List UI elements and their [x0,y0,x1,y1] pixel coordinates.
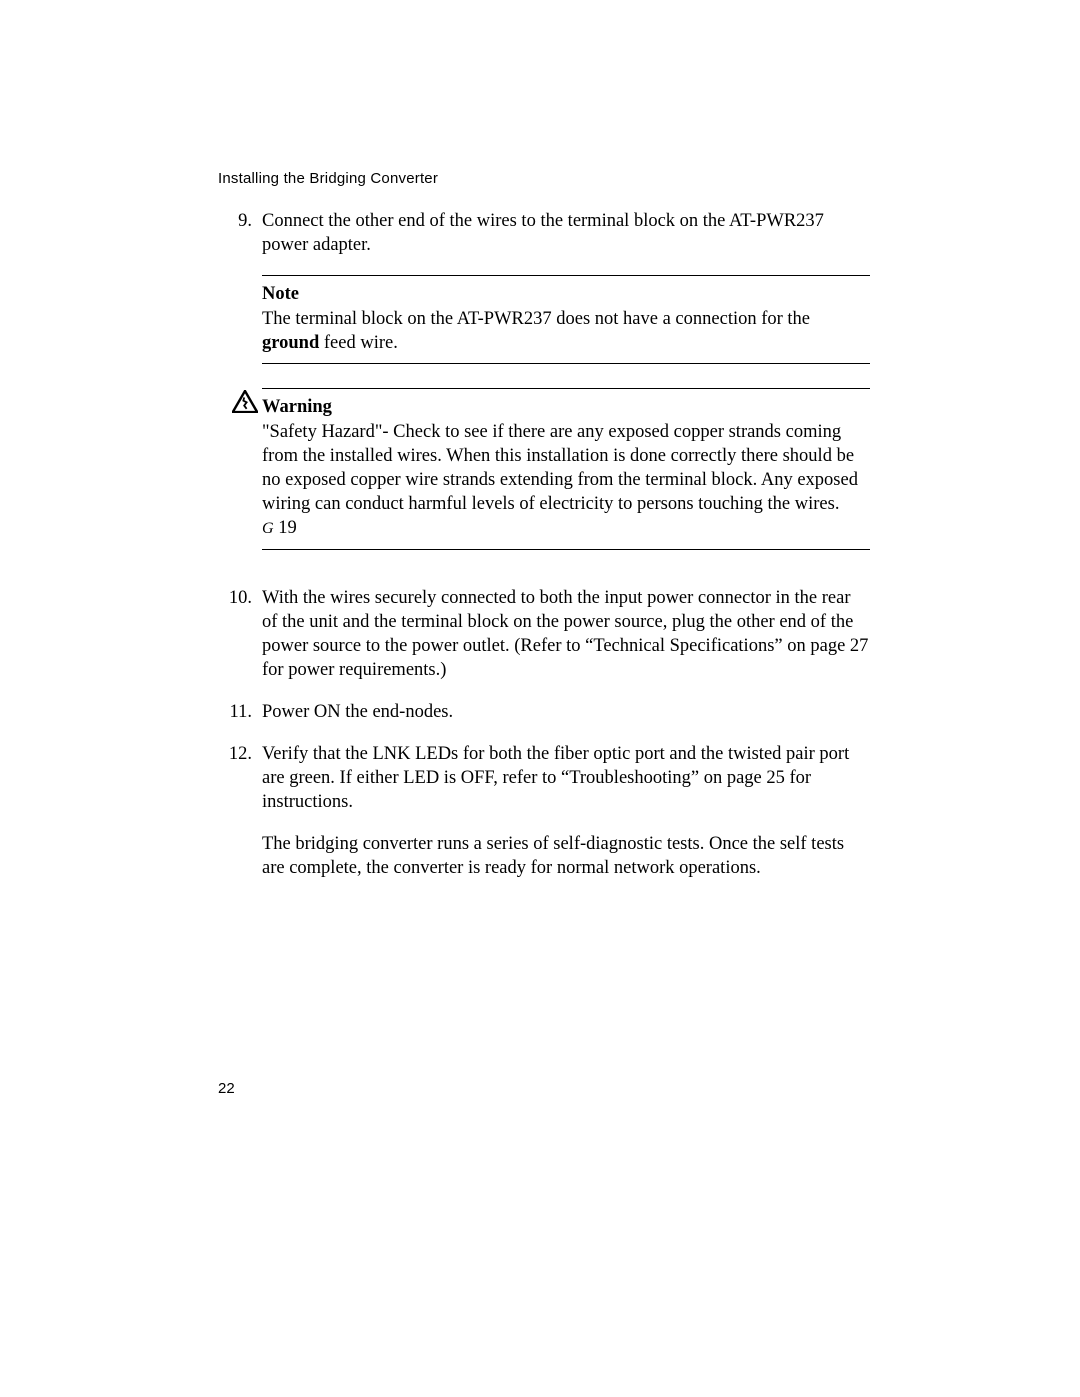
step-text: Connect the other end of the wires to th… [262,209,870,257]
step-number: 11. [218,700,262,724]
warning-text: "Safety Hazard"- Check to see if there a… [262,422,858,514]
step-text: Verify that the LNK LEDs for both the fi… [262,742,870,880]
step-11: 11. Power ON the end-nodes. [218,700,870,724]
note-bold-word: ground [262,333,319,353]
step-number: 10. [218,586,262,610]
page: Installing the Bridging Converter 9. Con… [0,0,1080,1397]
step-12-p1: Verify that the LNK LEDs for both the fi… [262,744,849,812]
reference-icon: G [262,520,274,537]
step-number: 12. [218,742,262,766]
warning-block: Warning "Safety Hazard"- Check to see if… [232,388,870,549]
warning-label: Warning [262,395,870,419]
step-text: With the wires securely connected to bot… [262,586,870,682]
note-callout: Note The terminal block on the AT-PWR237… [262,275,870,364]
step-12-p2: The bridging converter runs a series of … [262,832,870,880]
step-9: 9. Connect the other end of the wires to… [218,209,870,257]
step-list: 9. Connect the other end of the wires to… [218,209,870,257]
warning-icon [232,390,262,413]
step-list-cont: 10. With the wires securely connected to… [218,586,870,880]
note-text-suffix: feed wire. [319,333,398,353]
page-number: 22 [218,1080,235,1097]
step-10: 10. With the wires securely connected to… [218,586,870,682]
step-12: 12. Verify that the LNK LEDs for both th… [218,742,870,880]
note-text-prefix: The terminal block on the AT-PWR237 does… [262,309,810,329]
step-text: Power ON the end-nodes. [262,700,870,724]
warning-callout: Warning "Safety Hazard"- Check to see if… [262,388,870,549]
step-number: 9. [218,209,262,233]
note-label: Note [262,282,870,306]
warning-ref-number: 19 [278,518,297,538]
note-block: Note The terminal block on the AT-PWR237… [262,275,870,364]
running-head: Installing the Bridging Converter [218,170,870,187]
